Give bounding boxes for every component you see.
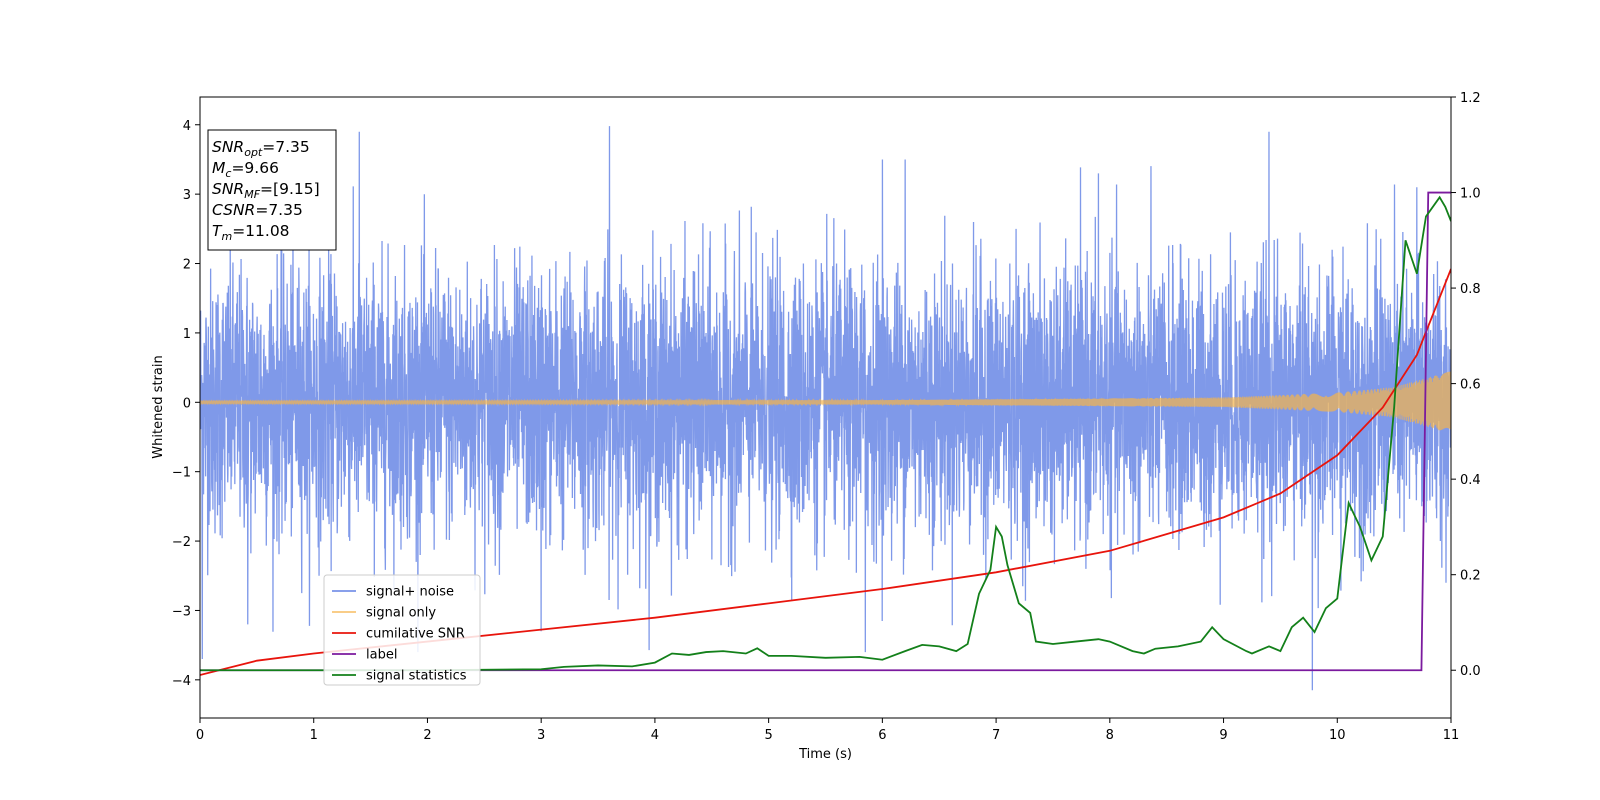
y-axis-label: Whitened strain	[151, 355, 166, 458]
y-left-tick-label: 1	[183, 327, 191, 342]
plot-frame	[199, 96, 1452, 719]
y-left-tick-label: −1	[172, 466, 191, 481]
legend-label: signal+ noise	[366, 585, 454, 600]
x-tick-label: 1	[310, 728, 318, 743]
y-right-tick-label: 1.0	[1460, 187, 1481, 202]
y-left-tick-label: −3	[172, 604, 191, 619]
x-axis-label: Time (s)	[798, 747, 852, 762]
y-left-tick-label: −4	[172, 674, 191, 689]
series-signal-statistics-line	[200, 195, 1451, 672]
x-tick-label: 6	[878, 728, 886, 743]
x-tick-label: 5	[764, 728, 772, 743]
y-right-tick-label: 0.0	[1460, 664, 1481, 679]
legend-label: label	[366, 648, 397, 663]
x-tick-label: 11	[1443, 728, 1460, 743]
y-left-tick-label: 4	[183, 119, 191, 134]
series-signal-only-line	[200, 371, 1451, 431]
series-signal-noise-line	[200, 126, 1451, 691]
y-right-tick-label: 0.4	[1460, 473, 1481, 488]
annotation-line: Tm=11.08	[212, 222, 290, 243]
x-tick-label: 0	[196, 728, 204, 743]
x-tick-label: 8	[1106, 728, 1114, 743]
legend-box	[323, 574, 481, 686]
y-left-tick-label: 3	[183, 188, 191, 203]
legend-label: signal only	[366, 606, 436, 621]
annotation-line: SNRopt=7.35	[212, 138, 310, 159]
stats-annotation-box	[207, 129, 337, 251]
y-right-tick-label: 0.2	[1460, 569, 1481, 584]
y-right-tick-label: 1.2	[1460, 91, 1481, 106]
x-tick-label: 4	[651, 728, 659, 743]
y-right-tick-label: 0.6	[1460, 378, 1481, 393]
x-tick-label: 3	[537, 728, 545, 743]
annotation-line: SNRMF=[9.15]	[212, 180, 320, 201]
y-left-tick-label: −2	[172, 535, 191, 550]
x-tick-label: 2	[423, 728, 431, 743]
y-left-tick-label: 0	[183, 396, 191, 411]
legend: signal+ noise signal only cumilative SNR la…	[323, 574, 481, 686]
y-left-tick-label: 2	[183, 258, 191, 273]
x-tick-label: 10	[1329, 728, 1346, 743]
legend-label: cumilative SNR	[366, 627, 465, 642]
annotation-line: Mc=9.66	[212, 159, 279, 180]
series-label-line	[200, 191, 1451, 672]
x-tick-label: 9	[1219, 728, 1227, 743]
legend-label: signal statistics	[366, 669, 467, 684]
x-tick-label: 7	[992, 728, 1000, 743]
annotation-line: CSNR=7.35	[212, 201, 303, 219]
y-right-tick-label: 0.8	[1460, 282, 1481, 297]
